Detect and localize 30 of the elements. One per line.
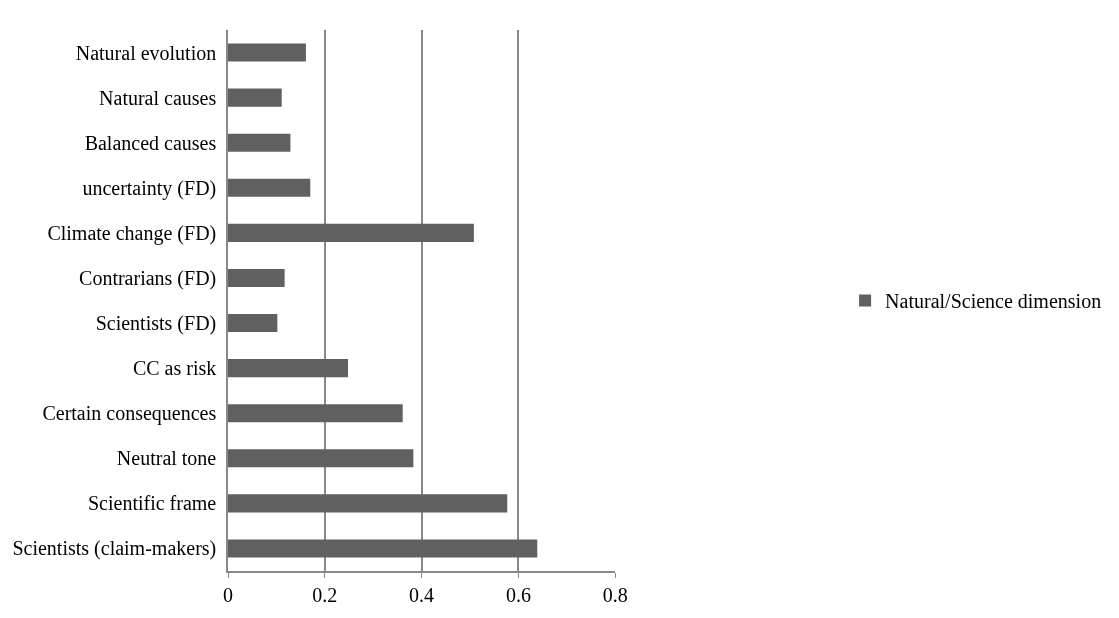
y-tick-label: Contrarians (FD) [79,266,217,290]
y-tick-label: Scientists (claim-makers) [12,537,217,561]
y-tick-label: Natural evolution [75,41,217,64]
x-tick-label: 0.8 [602,583,628,606]
y-tick-label: Balanced causes [84,131,217,154]
bar [228,223,474,242]
bar [228,494,508,513]
y-tick-label: Neutral tone [116,447,217,470]
bar [228,43,306,62]
bar [228,449,414,468]
bar [228,539,538,558]
y-tick-label: Certain consequences [42,402,217,426]
bar [228,178,311,197]
bar [228,404,403,423]
bar [228,268,285,287]
bar [228,314,278,333]
y-tick-label: Scientists (FD) [95,312,217,336]
bar [228,88,282,107]
bar [228,133,291,152]
y-tick-label: Scientific frame [87,492,217,515]
x-tick-label: 0.2 [312,583,338,606]
y-tick-label: Climate change (FD) [47,221,217,245]
y-tick-label: uncertainty (FD) [82,176,217,200]
x-tick-label: 0 [223,583,233,606]
y-tick-label: CC as risk [132,357,217,380]
x-tick-label: 0.4 [409,583,435,606]
legend-label: Natural/Science dimension [885,290,1102,313]
y-tick-label: Natural causes [99,86,217,109]
x-tick-label: 0.6 [505,583,531,606]
bar [228,359,349,378]
